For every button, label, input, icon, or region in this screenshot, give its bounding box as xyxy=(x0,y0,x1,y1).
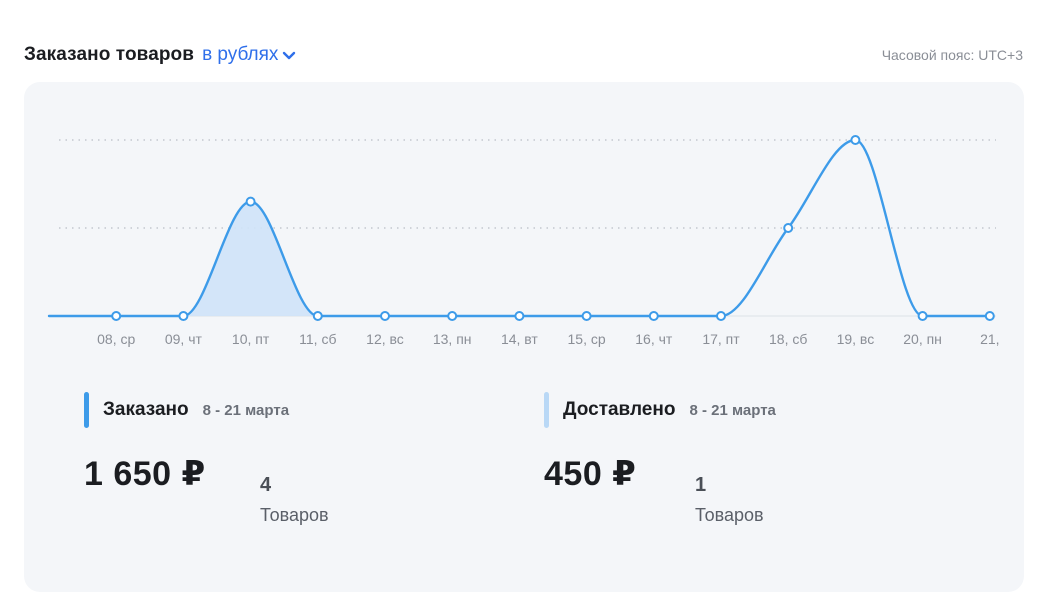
data-point-13 xyxy=(917,311,928,321)
data-point-2 xyxy=(178,311,189,321)
x-tick-label-12: 19, вс xyxy=(837,331,875,347)
data-point-10 xyxy=(716,311,726,321)
unit-selector[interactable]: в рублях xyxy=(202,44,296,66)
delivered-count: 1 xyxy=(695,474,707,496)
x-tick-label-6: 13, пн xyxy=(433,331,472,347)
ordered-amount: 1 650 ₽ xyxy=(84,455,206,493)
x-tick-label-1: 08, ср xyxy=(97,331,135,347)
data-point-3 xyxy=(245,196,256,207)
unit-selector-label: в рублях xyxy=(202,44,279,65)
data-point-12 xyxy=(850,135,861,145)
data-point-7 xyxy=(514,311,525,321)
delivered-amount: 450 ₽ xyxy=(544,455,637,493)
x-tick-label-8: 15, ср xyxy=(568,331,606,347)
delivered-range: 8 - 21 марта xyxy=(689,401,776,419)
x-tick-label-3: 10, пт xyxy=(232,331,270,347)
data-point-14 xyxy=(984,311,995,321)
delivered-count-label: Товаров xyxy=(695,505,764,525)
x-tick-label-4: 11, сб xyxy=(299,331,336,347)
delivered-label: Доставлено xyxy=(563,399,676,420)
ordered-count: 4 xyxy=(260,474,272,496)
ordered-range: 8 - 21 марта xyxy=(202,401,290,419)
x-tick-label-13: 20, пн xyxy=(903,331,942,347)
delivered-stat: Доставлено 8 - 21 марта 450 ₽ 1 Товаров xyxy=(544,392,776,525)
area-fill xyxy=(183,201,318,316)
data-point-4 xyxy=(312,311,323,321)
x-tick-label-5: 12, вс xyxy=(366,331,404,347)
x-tick-label-10: 17, пт xyxy=(702,331,740,347)
data-point-9 xyxy=(648,311,659,321)
data-point-8 xyxy=(581,311,592,321)
section-header: Заказано товаров в рублях Часовой пояс: … xyxy=(24,40,1023,70)
delivered-legend-bar xyxy=(544,392,549,428)
x-tick-label-7: 14, вт xyxy=(501,331,538,347)
x-tick-label-14: 21, xyxy=(980,331,999,347)
section-title: Заказано товаров xyxy=(24,44,195,65)
ordered-stat: Заказано 8 - 21 марта 1 650 ₽ 4 Товаров xyxy=(84,392,329,525)
ordered-legend-bar xyxy=(84,392,89,428)
timezone-label: Часовой пояс: UTC+3 xyxy=(881,47,1023,63)
chart-card: 08, ср 09, чт 10, пт 11, сб 12, вс 13, пн 14, … xyxy=(24,82,1024,592)
orders-line-chart: 08, ср 09, чт 10, пт 11, сб 12, вс 13, пн 14, … xyxy=(47,135,1000,347)
data-point-6 xyxy=(447,311,458,321)
x-tick-label-9: 16, чт xyxy=(635,331,673,347)
data-point-5 xyxy=(380,311,390,321)
data-point-1 xyxy=(111,311,122,321)
chevron-down-icon xyxy=(283,51,296,60)
ordered-label: Заказано xyxy=(103,399,189,420)
x-tick-label-11: 18, сб xyxy=(769,331,807,347)
data-point-11 xyxy=(783,223,794,233)
ordered-count-label: Товаров xyxy=(260,505,329,525)
x-tick-label-2: 09, чт xyxy=(165,331,203,347)
